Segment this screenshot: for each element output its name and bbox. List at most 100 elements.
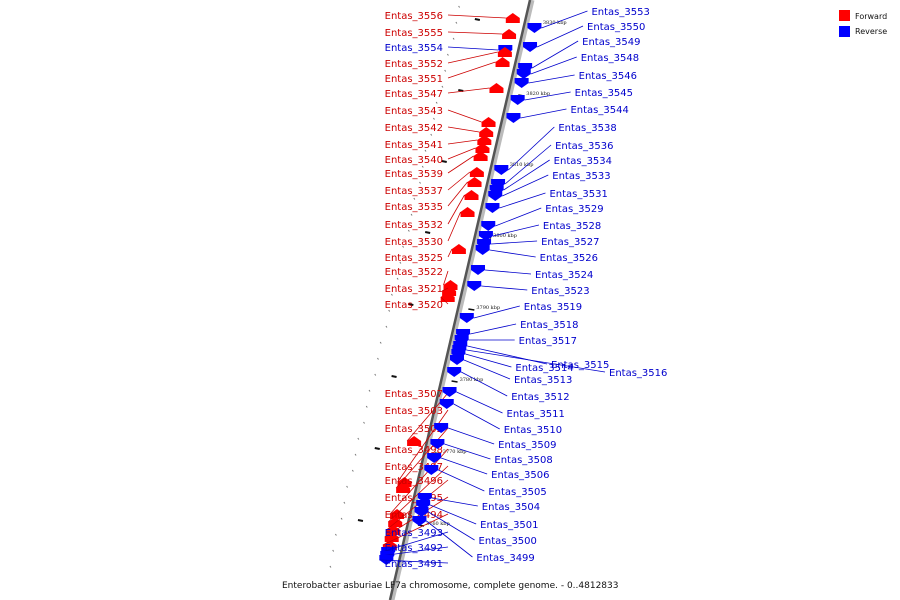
gene-label-reverse: Entas_3505 — [488, 487, 546, 498]
gene-arrow-reverse — [527, 23, 542, 33]
gene-label-reverse: Entas_3536 — [555, 141, 613, 152]
coverage-dot — [354, 453, 357, 456]
gene-label-reverse: Entas_3538 — [558, 123, 616, 134]
gene-leader-line — [503, 159, 550, 191]
gene-leader-line — [481, 285, 528, 291]
coverage-dot — [421, 165, 424, 168]
gene-arrow-forward — [407, 436, 422, 446]
gene-label-reverse: Entas_3533 — [552, 171, 610, 182]
gene-label-forward: Entas_3495 — [385, 493, 443, 504]
coverage-dot — [368, 389, 371, 392]
gene-leader-line — [528, 74, 575, 84]
gene-leader-line — [447, 51, 498, 64]
gene-leader-line — [463, 359, 511, 380]
gene-arrow-forward — [477, 135, 492, 145]
gene-leader-line — [447, 46, 499, 51]
kbp-tick-mark — [441, 160, 447, 163]
coverage-dot — [379, 341, 382, 344]
gene-arrow-reverse — [450, 355, 464, 365]
gene-arrow-reverse — [467, 281, 482, 291]
gene-label-forward: Entas_3494 — [385, 510, 443, 521]
gene-leader-line — [495, 207, 542, 227]
coverage-dot — [452, 37, 455, 40]
gene-label-reverse: Entas_3527 — [541, 237, 599, 248]
gene-arrow-reverse — [439, 399, 454, 409]
gene-label-reverse: Entas_3553 — [591, 7, 649, 18]
gene-leader-line — [428, 511, 475, 541]
coverage-dot — [419, 181, 421, 184]
gene-label-reverse: Entas_3544 — [570, 105, 628, 116]
gene-arrow-forward — [479, 127, 494, 137]
gene-leader-line — [447, 61, 496, 79]
gene-leader-line — [465, 353, 512, 368]
gene-leader-line — [541, 10, 588, 29]
gene-leader-line — [447, 139, 478, 145]
gene-leader-line — [520, 108, 567, 119]
gene-arrow-reverse — [414, 507, 429, 517]
backbone-shadow — [389, 0, 535, 600]
coverage-dot — [363, 421, 365, 424]
kbp-tick-mark — [474, 18, 481, 21]
gene-leader-line — [379, 559, 449, 564]
gene-leader-line — [431, 497, 478, 507]
gene-leader-line — [469, 323, 517, 335]
gene-label-reverse: Entas_3514 — [515, 363, 573, 374]
gene-arrow-forward — [473, 151, 488, 161]
gene-arrow-forward — [451, 244, 466, 254]
gene-arrow-reverse — [523, 42, 538, 52]
gene-label-forward: Entas_3542 — [385, 123, 443, 134]
gene-arrow-forward — [489, 83, 504, 93]
gene-label-forward: Entas_3493 — [385, 528, 443, 539]
gene-arrow-forward — [495, 57, 510, 67]
coverage-dot — [365, 405, 368, 408]
gene-label-reverse: Entas_3499 — [476, 553, 534, 564]
gene-arrow-reverse — [471, 265, 485, 275]
gene-leader-line — [531, 40, 579, 69]
gene-leader-line — [536, 25, 584, 48]
kbp-tick-label: 3820 kbp — [526, 91, 550, 97]
gene-leader-line — [447, 31, 503, 35]
gene-leader-line — [440, 296, 449, 305]
gene-leader-line — [447, 181, 468, 207]
gene-arrow-forward — [469, 167, 484, 177]
coverage-dot — [424, 149, 427, 152]
gene-leader-line — [380, 546, 449, 557]
gene-arrow-forward — [467, 177, 482, 187]
kbp-tick-label: 3760 kbp — [426, 521, 450, 527]
gene-arrow-forward — [442, 286, 457, 296]
gene-leader-line — [508, 126, 555, 171]
coverage-dot — [399, 261, 402, 264]
gene-label-reverse: Entas_3509 — [498, 440, 556, 451]
gene-arrow-reverse — [424, 465, 439, 475]
gene-label-reverse: Entas_3518 — [520, 320, 578, 331]
gene-arrow-forward — [475, 143, 490, 153]
gene-arrow-reverse — [485, 203, 500, 213]
gene-arrow-forward — [464, 190, 479, 200]
gene-label-forward: Entas_3554 — [385, 43, 443, 54]
coverage-dot — [402, 245, 405, 248]
kbp-tick-mark — [357, 519, 364, 522]
coverage-dot — [351, 469, 354, 472]
kbp-tick-label: 3780 kbp — [460, 377, 484, 383]
gene-arrow-reverse — [447, 367, 462, 377]
gene-label-forward: Entas_3543 — [385, 106, 443, 117]
coverage-dot — [433, 117, 435, 120]
kbp-tick-label: 3800 kbp — [493, 233, 517, 239]
gene-label-forward: Entas_3522 — [385, 267, 443, 278]
kbp-tick-mark — [374, 447, 380, 450]
coverage-dot — [407, 229, 410, 232]
kbp-tick-mark — [424, 231, 431, 234]
gene-leader-line — [504, 144, 552, 185]
legend-reverse-swatch — [839, 26, 850, 37]
gene-arrow-forward — [396, 483, 411, 493]
gene-leader-line — [447, 248, 453, 258]
coverage-dot — [385, 325, 388, 328]
gene-leader-line — [430, 504, 477, 525]
coverage-dot — [413, 197, 416, 200]
coverage-dot — [410, 213, 413, 216]
gene-leader-line — [524, 91, 571, 101]
gene-leader-line — [448, 427, 495, 445]
gene-label-forward: Entas_3556 — [385, 11, 443, 22]
gene-leader-line — [473, 305, 520, 319]
coverage-dot — [441, 85, 444, 88]
